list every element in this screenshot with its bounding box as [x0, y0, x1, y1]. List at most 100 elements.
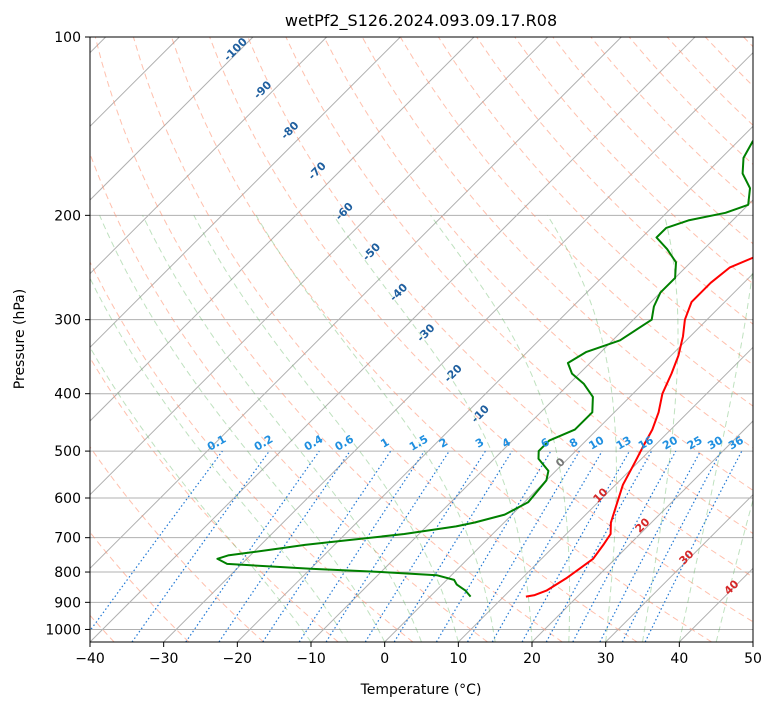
y-tick-label: 200 [54, 208, 81, 224]
dry-adiabat [90, 356, 339, 642]
mixing-ratio-line [644, 450, 743, 642]
dry-adiabat [514, 37, 753, 285]
dry-adiabat [437, 37, 753, 366]
mixing-ratio-line [521, 450, 631, 642]
x-tick-label: −20 [223, 651, 253, 667]
dry-adiabat-label: -30 [414, 321, 437, 344]
moist-adiabat [142, 215, 422, 642]
isotherm [90, 37, 401, 349]
y-tick-label: 500 [54, 444, 81, 460]
moist-adiabat-label: 20 [633, 515, 653, 535]
dry-adiabat [285, 37, 753, 535]
chart-title: wetPf2_S126.2024.093.09.17.R08 [285, 11, 557, 31]
mixing-ratio-line [364, 450, 486, 642]
dry-adiabat [132, 37, 638, 642]
moist-adiabat-label: 0 [553, 455, 568, 470]
dry-adiabat [476, 37, 753, 325]
isotherm [678, 567, 753, 642]
mixing-ratio-label: 2 [437, 436, 450, 451]
isotherm [752, 641, 753, 642]
moist-adiabat [193, 215, 459, 642]
x-tick-label: −30 [149, 651, 179, 667]
isotherm [310, 199, 753, 642]
x-tick-label: 20 [523, 651, 541, 667]
dry-adiabat [552, 37, 753, 245]
mixing-ratio-line [262, 450, 392, 642]
x-tick-label: −10 [296, 651, 326, 667]
dry-adiabat [90, 260, 414, 642]
moist-adiabat-label: 40 [722, 577, 742, 597]
x-tick-label: 30 [597, 651, 615, 667]
mixing-ratio-line [466, 450, 580, 642]
isotherm [163, 51, 753, 642]
moist-adiabat [678, 264, 753, 642]
moist-adiabat-label: 30 [677, 547, 697, 567]
mixing-ratio-label: 10 [587, 433, 607, 452]
y-axis-label: Pressure (hPa) [12, 289, 28, 389]
mixing-ratio-label: 1 [378, 436, 391, 451]
moist-adiabat [99, 215, 386, 642]
mixing-ratio-label: 16 [636, 433, 656, 452]
mixing-ratio-label: 4 [500, 435, 513, 450]
isotherm [90, 37, 475, 422]
x-tick-label: 50 [744, 651, 762, 667]
mixing-ratio-line [393, 450, 513, 642]
mixing-ratio-label: 36 [726, 433, 746, 452]
isotherm [457, 346, 753, 642]
mixing-ratio-line [185, 450, 320, 642]
data-series [216, 139, 753, 598]
x-tick-label: 0 [380, 651, 389, 667]
mixing-ratio-line [325, 450, 450, 642]
isotherm [90, 37, 622, 570]
dry-adiabat-label: -90 [251, 78, 274, 101]
dry-adiabat-label: -70 [306, 159, 329, 182]
dry-adiabat [90, 446, 264, 642]
dry-adiabat [94, 37, 563, 642]
line-labels: -100-90-80-70-60-50-40-30-20-100.1 0.2 0.4… [205, 35, 746, 598]
dry-adiabat [171, 37, 712, 642]
dry-adiabat [209, 37, 753, 623]
mixing-ratio-label: 0.2 [252, 433, 275, 454]
dry-adiabat-label: -50 [360, 240, 383, 263]
mixing-ratio-line [572, 450, 677, 642]
y-tick-label: 300 [54, 313, 81, 329]
axis-ticks: −40 −30 −20 −10 0 10 20 30 40 5010020030040050060… [45, 30, 762, 667]
y-tick-label: 100 [54, 30, 81, 46]
isotherm [531, 420, 753, 642]
isotherm [90, 37, 696, 642]
mixing-ratio-label: 3 [473, 436, 486, 451]
isotherm [384, 272, 753, 642]
mixing-ratio-line [298, 450, 425, 642]
mixing-ratio-line [599, 450, 702, 642]
x-tick-label: 40 [670, 651, 688, 667]
dry-adiabat-label: -40 [387, 281, 410, 304]
y-tick-label: 1000 [45, 622, 81, 638]
y-tick-label: 900 [54, 595, 81, 611]
temperature-profile [525, 256, 753, 598]
dewpoint-profile [216, 139, 753, 598]
mixing-ratio-label: 13 [614, 434, 634, 453]
background-lines [90, 37, 753, 642]
mixing-ratio-label: 0.6 [333, 432, 357, 453]
isotherm [90, 37, 328, 275]
dry-adiabat-label: -10 [469, 402, 492, 425]
dry-adiabat [323, 37, 753, 491]
mixing-ratio-line [131, 450, 270, 642]
mixing-ratio-label: 1.5 [407, 433, 430, 454]
moist-adiabat [642, 215, 679, 642]
mixing-ratio-label: 25 [685, 434, 705, 453]
mixing-ratio-line [218, 450, 351, 642]
dry-adiabat-label: -100 [221, 35, 250, 64]
x-tick-label: −40 [75, 651, 105, 667]
mixing-ratio-label: 30 [705, 433, 725, 452]
dry-adiabat [90, 531, 190, 642]
dry-adiabat-label: -20 [442, 362, 465, 385]
mixing-ratio-line [545, 450, 653, 642]
moist-adiabat-label: 10 [591, 485, 611, 505]
plot-frame [89, 36, 754, 643]
y-tick-label: 700 [54, 531, 81, 547]
dry-adiabat [743, 37, 753, 48]
mixing-ratio-label: 0.4 [302, 432, 326, 453]
moist-adiabat [430, 215, 571, 642]
